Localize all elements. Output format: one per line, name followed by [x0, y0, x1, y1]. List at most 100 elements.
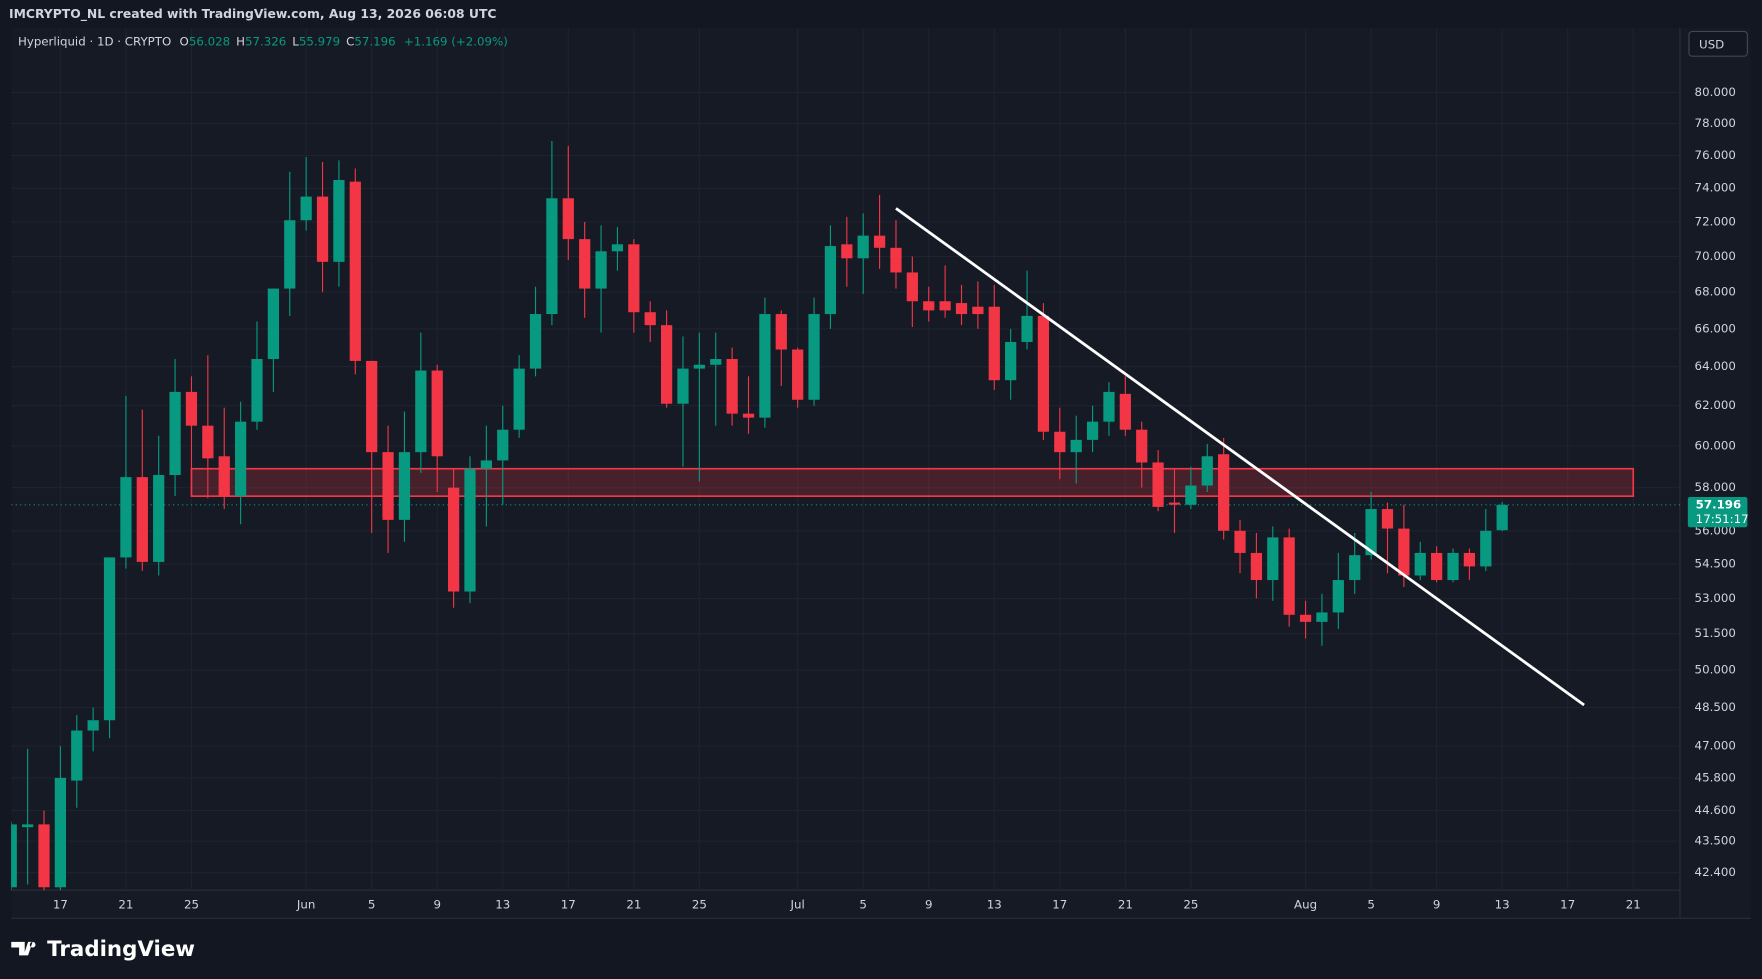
candle-body	[1201, 456, 1213, 486]
candle-body	[382, 452, 394, 520]
candle-body	[513, 368, 525, 430]
x-tick-label: 21	[1118, 897, 1133, 911]
candle-body	[939, 301, 951, 311]
y-tick-label: 68.000	[1695, 285, 1736, 299]
candle-body	[841, 244, 853, 259]
candle-body	[988, 306, 1000, 381]
candle-body	[546, 198, 558, 315]
candle-body	[1250, 552, 1263, 581]
candle-body	[11, 824, 17, 888]
candle-body	[284, 220, 296, 289]
candle-body	[693, 364, 705, 369]
plot	[11, 141, 1680, 891]
x-tick-label: 5	[368, 897, 376, 911]
candle-body	[300, 196, 312, 221]
candle-body	[1299, 614, 1312, 622]
candle-body	[1496, 504, 1508, 531]
candle-body	[742, 413, 755, 418]
candle-body	[1037, 315, 1050, 432]
currency[interactable]: USD	[1699, 37, 1724, 51]
ohlc-value: 57.326	[245, 34, 286, 48]
axes: 80.000 78.000 76.000 74.000 72.000 70.000 68.0…	[53, 85, 1749, 911]
candle-body	[1218, 454, 1230, 531]
x-tick-label: 21	[118, 897, 133, 911]
candle-body	[824, 246, 837, 315]
candle-body	[660, 325, 673, 404]
candle-body	[955, 303, 968, 315]
ohlc-label: H	[236, 34, 245, 48]
y-tick-label: 66.000	[1695, 321, 1736, 335]
price-label: 57.196	[1696, 497, 1742, 511]
candle-body	[1086, 421, 1099, 440]
y-tick-label: 50.000	[1695, 663, 1736, 677]
candle-body	[595, 251, 607, 289]
candle-body	[431, 370, 443, 457]
candle-body	[234, 421, 247, 497]
x-tick-label: 17	[53, 897, 68, 911]
candle-body	[218, 456, 230, 497]
candle-body	[1381, 509, 1394, 529]
candle-body	[480, 460, 492, 469]
x-tick-label: 17	[1052, 897, 1067, 911]
y-tick-label: 60.000	[1695, 438, 1736, 452]
price-box	[1687, 496, 1748, 528]
x-tick-label: Aug	[1294, 897, 1317, 911]
candle-body	[1054, 431, 1066, 453]
y-tick-label: 45.800	[1695, 770, 1736, 784]
candle-body	[1447, 552, 1459, 581]
trendline	[895, 207, 1585, 707]
candle-body	[251, 359, 263, 422]
candle-body	[398, 452, 411, 520]
y-tick-label: 76.000	[1695, 148, 1736, 162]
candle-body	[120, 477, 132, 558]
y-tick-label: 51.500	[1695, 626, 1736, 640]
candle-body	[54, 777, 67, 888]
symbol: Hyperliquid · 1D · CRYPTO	[18, 34, 171, 48]
candle-body	[464, 468, 476, 592]
candle-body	[103, 557, 116, 721]
y-tick-label: 62.000	[1695, 398, 1736, 412]
candle-body	[808, 314, 820, 400]
legend: Hyperliquid · 1D · CRYPTO O56.028 H57.32…	[18, 34, 508, 48]
candle-body	[726, 359, 738, 414]
candle-body	[1234, 530, 1246, 553]
candle-body	[415, 370, 427, 453]
candle-body	[890, 247, 902, 273]
candle-body	[579, 239, 591, 289]
x-tick-label: 25	[692, 897, 707, 911]
y-tick-label: 47.000	[1695, 739, 1736, 753]
ohlc-label: C	[346, 34, 354, 48]
candle-body	[38, 824, 50, 888]
candle-body	[1349, 555, 1361, 581]
y-tick-label: 80.000	[1695, 85, 1736, 99]
candle-body	[873, 235, 886, 248]
candle-body	[906, 272, 918, 302]
candle-body	[1365, 509, 1377, 556]
candle-body	[562, 198, 574, 240]
x-tick-label: 9	[925, 897, 933, 911]
candle-body	[1168, 502, 1181, 505]
countdown: 17:51:17	[1696, 512, 1749, 526]
y-tick-label: 58.000	[1695, 480, 1736, 494]
candle-body	[1152, 462, 1164, 507]
candle-body	[611, 244, 624, 252]
candle-body	[1431, 552, 1443, 581]
brand: TradingView	[47, 937, 195, 962]
candle-body	[1283, 537, 1295, 615]
x-tick-label: 25	[1183, 897, 1198, 911]
candle-body	[136, 477, 148, 562]
ohlc-label: O	[180, 34, 189, 48]
y-tick-label: 48.500	[1695, 700, 1736, 714]
candle-body	[333, 179, 345, 262]
candle-body	[1005, 341, 1017, 381]
candle-body	[775, 314, 787, 350]
x-tick-label: 9	[1433, 897, 1441, 911]
x-tick-label: 21	[626, 897, 641, 911]
x-tick-label: Jun	[296, 897, 315, 911]
currency-button[interactable]	[1688, 30, 1748, 57]
y-tick-label: 78.000	[1695, 116, 1736, 130]
candle-body	[710, 359, 722, 365]
x-tick-label: 5	[1367, 897, 1375, 911]
candle-body	[1463, 552, 1476, 567]
candle-body	[22, 824, 34, 828]
